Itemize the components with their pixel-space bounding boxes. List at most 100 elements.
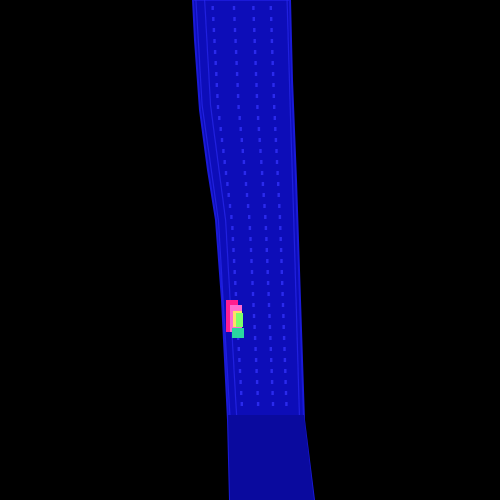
band-dot: [264, 215, 267, 219]
band-dot: [281, 303, 285, 307]
band-dot: [252, 303, 255, 307]
band-dot: [279, 226, 282, 230]
band-dot: [240, 402, 243, 406]
band-dot: [256, 105, 259, 109]
band-dot: [230, 215, 233, 219]
band-dot: [256, 116, 260, 120]
band-dot: [215, 72, 218, 76]
band-dot: [231, 237, 235, 241]
band-dot-grid: [211, 6, 288, 406]
band-dot: [237, 347, 240, 351]
band-dot: [265, 248, 268, 252]
band-dot: [285, 402, 288, 406]
band-line: [204, 0, 238, 416]
band-dot: [222, 149, 225, 153]
band-dot: [278, 204, 281, 208]
band-dot: [234, 50, 238, 54]
band-dot: [250, 270, 254, 274]
band-dot: [266, 259, 269, 263]
band-dot: [254, 61, 257, 65]
band-dot: [279, 248, 283, 252]
band-dot: [251, 292, 255, 296]
band-dot: [241, 149, 244, 153]
band-dot: [258, 138, 261, 142]
band-dot: [233, 270, 236, 274]
band-dot: [267, 303, 271, 307]
band-dot: [216, 94, 219, 98]
band-dot: [252, 6, 255, 10]
band-dot: [256, 402, 260, 406]
band-dot: [255, 94, 259, 98]
band-dot: [254, 72, 258, 76]
band-dot: [232, 6, 236, 10]
band-dot: [239, 127, 242, 131]
band-dot: [254, 358, 258, 362]
band-dot: [252, 314, 256, 318]
band-dot: [257, 127, 261, 131]
band-dot: [242, 160, 246, 164]
band-dot: [253, 28, 256, 32]
band-dot: [255, 83, 258, 87]
band-dot: [274, 127, 277, 131]
band-dot: [260, 160, 263, 164]
band-dot: [263, 204, 266, 208]
band-dot: [252, 17, 255, 21]
band-dot: [270, 39, 274, 43]
band-dot: [255, 380, 259, 384]
band-dot: [264, 226, 268, 230]
band-dot: [240, 391, 243, 395]
band-dot: [233, 28, 237, 32]
band-dot: [278, 215, 282, 219]
band-dot: [282, 336, 286, 340]
band-dot: [282, 325, 285, 329]
band-dot: [271, 50, 274, 54]
band-dot: [253, 336, 257, 340]
band-inner-lines: [195, 0, 300, 416]
band-dot: [284, 369, 287, 373]
band-dot: [234, 292, 238, 296]
band-dot: [214, 61, 217, 65]
band-dot: [213, 50, 217, 54]
band-dot: [239, 380, 242, 384]
band-dot: [253, 50, 257, 54]
band-dot: [265, 237, 268, 241]
band-dot: [283, 358, 287, 362]
band-dot: [253, 325, 256, 329]
band-dot: [280, 270, 283, 274]
band-dot: [269, 6, 272, 10]
band-dot: [249, 237, 252, 241]
band-dot: [270, 358, 273, 362]
band-dot: [211, 6, 214, 10]
band-dot: [269, 347, 272, 351]
band-dot: [272, 83, 275, 87]
band-dot: [271, 61, 274, 65]
band-dot: [271, 402, 275, 406]
band-dot: [228, 204, 232, 208]
band-dot: [251, 281, 254, 285]
band-dot: [238, 358, 241, 362]
band-dot: [220, 138, 224, 142]
band-dot: [260, 171, 264, 175]
band-dot: [234, 281, 237, 285]
band-dot: [232, 248, 235, 252]
band-dot: [231, 226, 234, 230]
band-dot: [248, 215, 251, 219]
band-dot: [238, 369, 242, 373]
band-dot: [223, 160, 226, 164]
band-dot: [236, 94, 240, 98]
band-dot: [237, 105, 240, 109]
band-dot: [256, 391, 259, 395]
band-dot: [269, 336, 272, 340]
band-dot: [270, 369, 273, 373]
band-dot: [262, 193, 265, 197]
band-dot: [236, 83, 239, 87]
band-dot: [276, 171, 279, 175]
band-dot: [261, 182, 265, 186]
band-dot: [215, 83, 218, 87]
band-dot: [266, 281, 270, 285]
band-line: [195, 0, 231, 416]
band-dot: [238, 116, 241, 120]
band-dot: [243, 171, 247, 175]
